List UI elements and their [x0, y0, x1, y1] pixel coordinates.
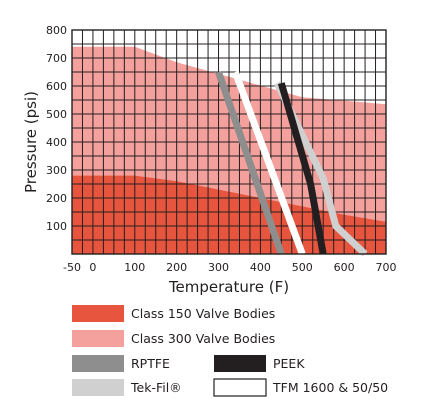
legend-item-peek: PEEK — [214, 355, 305, 372]
plot-series-lines — [215, 70, 368, 257]
legend-swatch — [72, 379, 124, 396]
y-tick-label: 500 — [46, 108, 67, 121]
x-tick-label: 300 — [208, 261, 229, 274]
grid — [72, 30, 386, 254]
legend-item-class-300-valve-bodies: Class 300 Valve Bodies — [72, 330, 275, 347]
series-line-rptfe — [215, 70, 285, 256]
y-tick-label: 200 — [46, 192, 67, 205]
series-line-peek — [277, 82, 327, 255]
x-tick-label: 500 — [292, 261, 313, 274]
x-tick-label: 0 — [89, 261, 96, 274]
legend-swatch — [72, 355, 124, 372]
x-tick-label: -50 — [63, 261, 81, 274]
y-tick-label: 400 — [46, 136, 67, 149]
legend-item-tfm-1600-50-50: TFM 1600 & 50/50 — [213, 378, 388, 397]
x-tick-label: 100 — [124, 261, 145, 274]
series-line-tfm-1600-50-50 — [232, 70, 306, 256]
legend-label: Class 300 Valve Bodies — [131, 331, 275, 346]
legend-label: Class 150 Valve Bodies — [131, 306, 275, 321]
legend: Class 150 Valve Bodies Class 300 Valve Bo… — [72, 305, 388, 397]
legend-swatch — [72, 305, 124, 322]
y-tick-label: 100 — [46, 220, 67, 233]
y-tick-label: 300 — [46, 164, 67, 177]
y-tick-label: 600 — [46, 80, 67, 93]
x-tick-label: 200 — [166, 261, 187, 274]
legend-label: Tek-Fil® — [130, 380, 182, 395]
legend-label: RPTFE — [131, 356, 170, 371]
x-axis-tick-labels: -50 0 100 200 300 400 500 600 700 — [63, 261, 396, 274]
legend-item-class-150-valve-bodies: Class 150 Valve Bodies — [72, 305, 275, 322]
x-axis-label: Temperature (F) — [168, 278, 289, 296]
y-tick-label: 700 — [46, 52, 67, 65]
legend-swatch — [213, 378, 267, 397]
x-tick-label: 600 — [334, 261, 355, 274]
y-axis-label: Pressure (psi) — [22, 91, 40, 193]
y-axis-tick-labels: 100 200 300 400 500 600 700 800 — [46, 24, 67, 233]
legend-item-rptfe: RPTFE — [72, 355, 170, 372]
legend-item-tek-fil: Tek-Fil® — [72, 379, 182, 396]
plot-frame — [71, 29, 387, 255]
series-line-tek-fil — [273, 81, 368, 257]
legend-label: PEEK — [273, 356, 305, 371]
legend-label: TFM 1600 & 50/50 — [272, 380, 388, 395]
legend-swatch — [214, 355, 266, 372]
legend-swatch — [72, 330, 124, 347]
y-tick-label: 800 — [46, 24, 67, 37]
x-tick-label: 400 — [250, 261, 271, 274]
x-tick-label: 700 — [376, 261, 397, 274]
